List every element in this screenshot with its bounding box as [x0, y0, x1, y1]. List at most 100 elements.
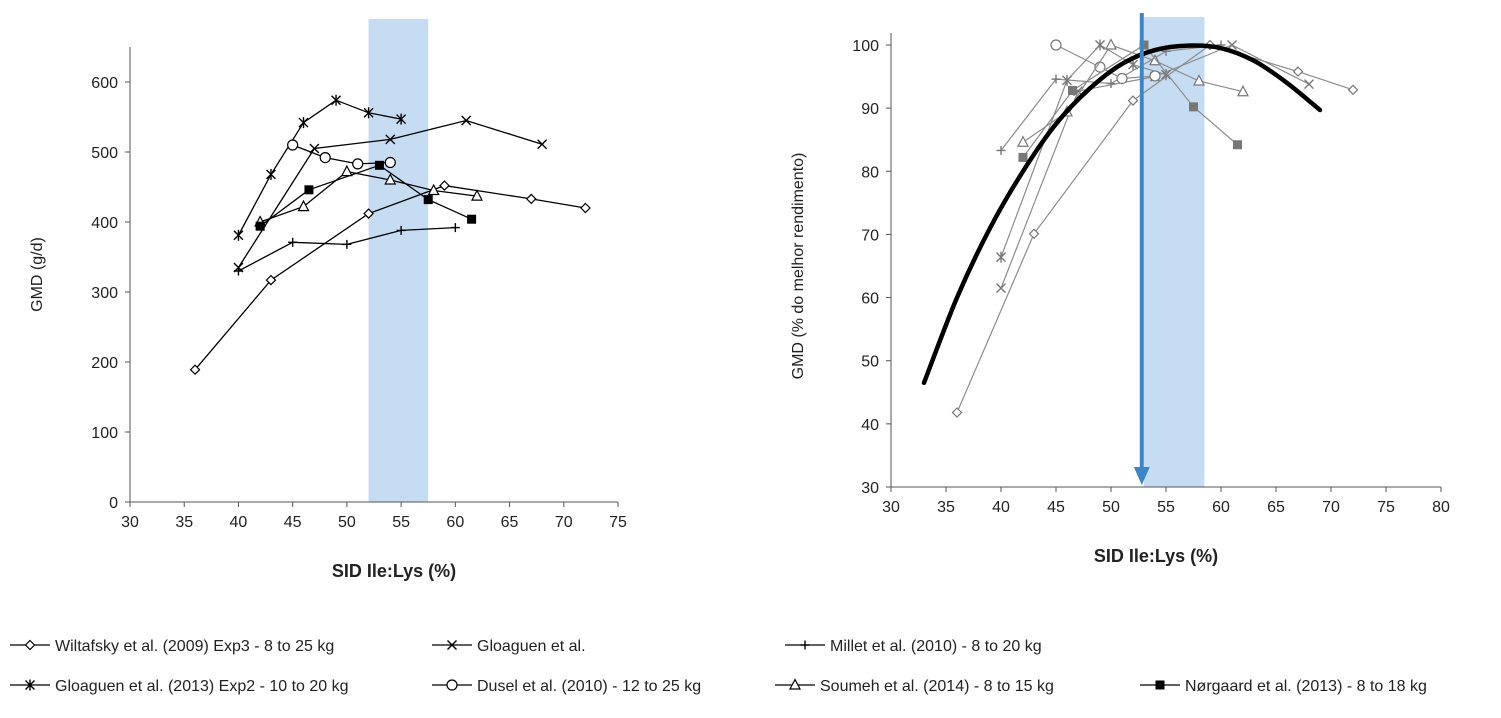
data-point [1129, 96, 1138, 105]
data-point [1233, 140, 1242, 149]
data-point [451, 223, 460, 232]
y-tick-label: 40 [861, 417, 879, 434]
data-point [342, 240, 351, 249]
data-point [1150, 71, 1160, 81]
x-tick-label: 75 [1377, 499, 1395, 516]
x-tick-label: 40 [230, 514, 248, 531]
x-tick-label: 70 [1322, 499, 1340, 516]
x-tick-label: 50 [338, 514, 356, 531]
legend-label: Wiltafsky et al. (2009) Exp3 - 8 to 25 k… [55, 638, 334, 655]
x-tick-label: 30 [882, 499, 900, 516]
y-tick-label: 100 [91, 425, 118, 442]
data-point [997, 284, 1006, 293]
data-point [299, 117, 308, 128]
legend-label: Gloaguen et al. [477, 638, 586, 655]
legend-item-millet-et-al-2010-8-to-20-kg: Millet et al. (2010) - 8 to 20 kg [785, 638, 1042, 655]
y-tick-label: 80 [861, 164, 879, 181]
data-point [266, 169, 275, 180]
legend-label: Nørgaard et al. (2013) - 8 to 18 kg [1185, 678, 1427, 695]
y-tick-label: 60 [861, 291, 879, 308]
x-tick-label: 35 [937, 499, 955, 516]
x-tick-label: 35 [175, 514, 193, 531]
x-tick-label: 30 [121, 514, 139, 531]
x-axis-title: SID Ile:Lys (%) [332, 561, 456, 581]
x-tick-label: 45 [284, 514, 302, 531]
data-point [424, 195, 433, 204]
data-point [527, 194, 536, 203]
data-point [234, 267, 243, 276]
data-point [299, 201, 309, 211]
legend-label: Dusel et al. (2010) - 12 to 25 kg [477, 678, 701, 695]
data-point [353, 159, 363, 169]
series-line [260, 165, 471, 226]
data-point [538, 140, 547, 149]
data-point [320, 153, 330, 163]
shaded-optimal-band [1144, 17, 1205, 487]
y-tick-label: 400 [91, 215, 118, 232]
x-tick-label: 40 [992, 499, 1010, 516]
x-tick-label: 60 [1212, 499, 1230, 516]
data-point [288, 140, 298, 150]
data-point [440, 181, 449, 190]
x-tick-label: 60 [446, 514, 464, 531]
data-point [1018, 137, 1028, 147]
data-point [1294, 67, 1303, 76]
legend-label: Millet et al. (2010) - 8 to 20 kg [830, 638, 1042, 655]
x-tick-label: 55 [1157, 499, 1175, 516]
legend-item-dusel-et-al-2010-12-to-25-kg: Dusel et al. (2010) - 12 to 25 kg [432, 678, 701, 695]
data-point [1189, 102, 1198, 111]
legend-marker-triangle-open [790, 680, 800, 690]
legend-item-gloaguen-et-al-2013-exp2-10-to-20-kg: Gloaguen et al. (2013) Exp2 - 10 to 20 k… [10, 678, 349, 695]
y-tick-label: 30 [861, 480, 879, 497]
y-tick-label: 0 [109, 495, 118, 512]
legend-marker-circle-open [447, 680, 457, 690]
data-point [581, 204, 590, 213]
y-tick-label: 100 [852, 38, 879, 55]
legend-label: Soumeh et al. (2014) - 8 to 15 kg [820, 678, 1054, 695]
data-point [1030, 229, 1039, 238]
legend-item-n-rgaard-et-al-2013-8-to-18-kg: Nørgaard et al. (2013) - 8 to 18 kg [1140, 678, 1427, 695]
data-point [1106, 40, 1116, 50]
data-point [1051, 40, 1061, 50]
x-tick-label: 75 [609, 514, 627, 531]
data-point [332, 95, 341, 106]
data-point [467, 215, 476, 224]
shaded-optimal-band [369, 19, 429, 502]
data-point [1068, 86, 1077, 95]
y-axis-title: GMD (g/d) [29, 237, 46, 312]
y-tick-label: 50 [861, 354, 879, 371]
data-point [1019, 153, 1028, 162]
data-point [1305, 80, 1314, 89]
legend-marker-plus [801, 641, 810, 650]
data-point [342, 166, 352, 176]
legend-label: Gloaguen et al. (2013) Exp2 - 10 to 20 k… [55, 678, 349, 695]
data-point [256, 222, 265, 231]
series-n-rgaard-et-al-2013-8-to-18-kg [256, 161, 476, 231]
data-point [288, 238, 297, 247]
legend-marker-diamond-open [26, 641, 35, 650]
data-point [1096, 40, 1105, 51]
x-tick-label: 80 [1432, 499, 1450, 516]
y-tick-label: 200 [91, 355, 118, 372]
data-point [1349, 85, 1358, 94]
data-point [997, 252, 1006, 263]
data-point [462, 116, 471, 125]
data-point [234, 230, 243, 241]
data-point [304, 185, 313, 194]
data-point [375, 161, 384, 170]
data-point [1117, 73, 1127, 83]
data-point [953, 408, 962, 417]
y-tick-label: 90 [861, 101, 879, 118]
legend-item-gloaguen-et-al: Gloaguen et al. [432, 638, 586, 655]
x-tick-label: 65 [501, 514, 519, 531]
x-tick-label: 50 [1102, 499, 1120, 516]
y-tick-label: 600 [91, 75, 118, 92]
right-chart: 30 35 40 45 50 55 60 65 70 75 8030405060708090100S… [790, 13, 1450, 566]
legend: Wiltafsky et al. (2009) Exp3 - 8 to 25 k… [10, 638, 1427, 695]
data-point [385, 158, 395, 168]
left-chart: 30 35 40 45 50 55 60 65 70 75 0 100 200 300 400 500 600 S… [29, 19, 627, 581]
y-tick-label: 300 [91, 285, 118, 302]
legend-marker-square-filled [1156, 681, 1165, 690]
y-axis-title: GMD (% do melhor rendimento) [790, 153, 807, 380]
